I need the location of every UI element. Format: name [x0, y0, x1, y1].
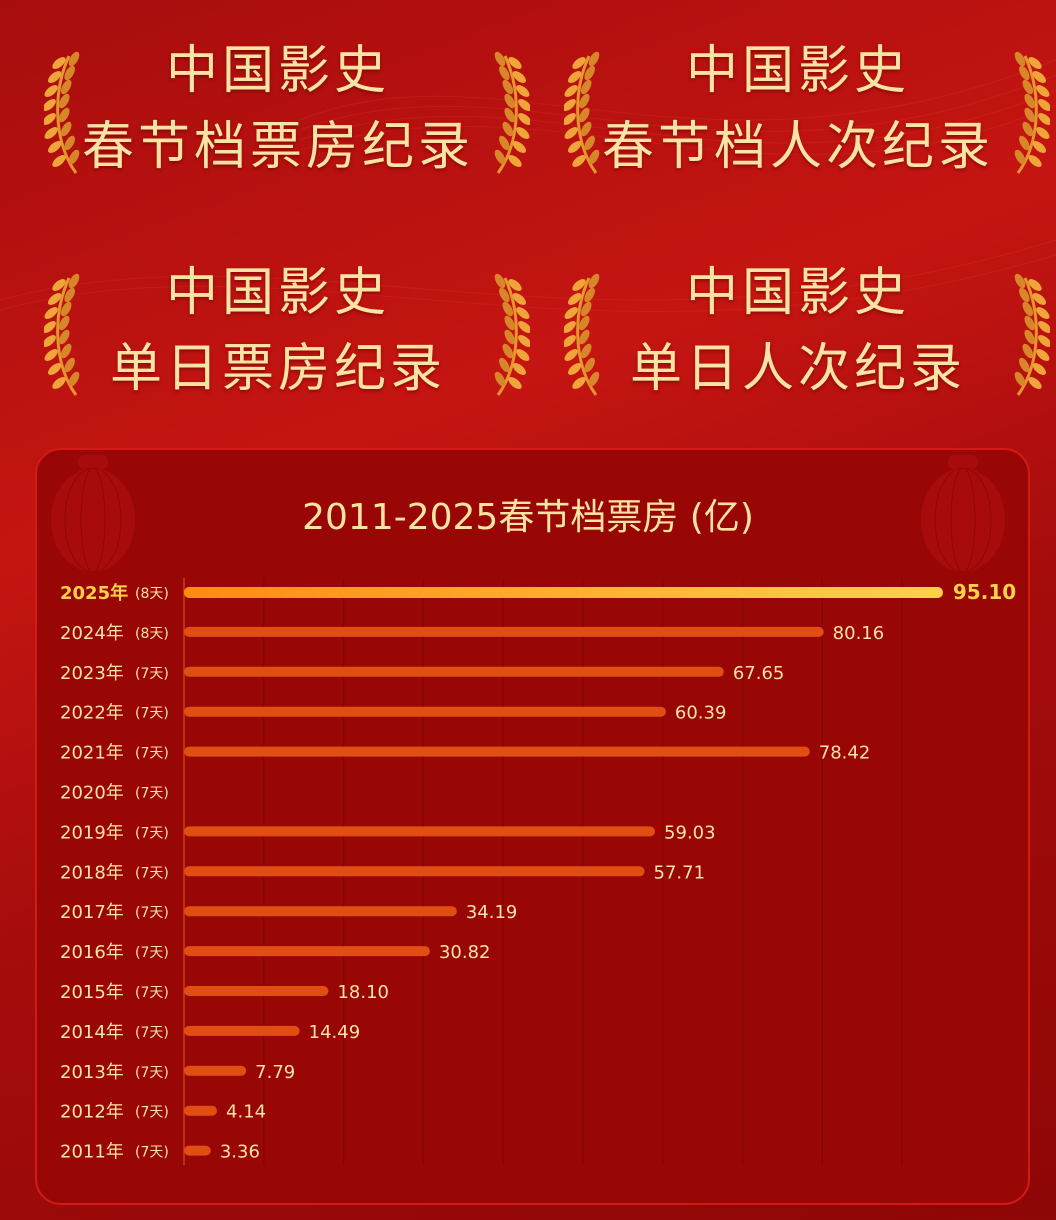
bar [184, 746, 810, 757]
value-label: 60.39 [675, 703, 727, 724]
award-badge: 中国影史春节档票房纪录 [18, 28, 538, 198]
value-label: 4.14 [226, 1102, 266, 1123]
award-line2: 春节档票房纪录 [81, 117, 474, 177]
days-label: (7天) [135, 706, 169, 722]
category-label: 2025年 [60, 582, 128, 604]
bar [184, 1105, 218, 1116]
category-label: 2012年 [60, 1102, 124, 1123]
value-label: 59.03 [664, 822, 716, 843]
award-line2: 单日人次纪录 [629, 339, 966, 399]
chart-title: 2011-2025春节档票房 (亿) [302, 497, 754, 538]
days-label: (7天) [135, 1145, 169, 1161]
category-label: 2020年 [60, 783, 124, 804]
days-label: (7天) [135, 746, 169, 762]
bar [184, 666, 724, 677]
award-badge: 中国影史单日票房纪录 [18, 250, 538, 420]
lantern-icon [921, 455, 1005, 573]
bar [184, 587, 943, 598]
award-line1: 中国影史 [685, 263, 910, 323]
award-badge: 中国影史春节档人次纪录 [538, 28, 1056, 198]
days-label: (7天) [135, 786, 169, 802]
background-waves [0, 59, 1056, 313]
award-line1: 中国影史 [165, 41, 390, 101]
laurel-icon [564, 51, 600, 174]
value-label: 30.82 [439, 942, 491, 963]
award-line2: 单日票房纪录 [109, 339, 446, 399]
category-label: 2017年 [60, 902, 124, 923]
bar [184, 626, 824, 637]
category-label: 2023年 [60, 663, 124, 684]
category-label: 2021年 [60, 743, 124, 764]
category-label: 2016年 [60, 942, 124, 963]
category-label: 2013年 [60, 1062, 124, 1083]
value-label: 57.71 [654, 862, 706, 883]
laurel-icon [1014, 51, 1050, 174]
bar [184, 826, 656, 837]
bar [184, 1065, 247, 1076]
value-label: 67.65 [733, 663, 785, 684]
days-label: (7天) [135, 945, 169, 961]
laurel-icon [44, 51, 80, 174]
value-label: 80.16 [833, 623, 885, 644]
laurel-icon [494, 273, 530, 396]
value-label: 34.19 [466, 902, 518, 923]
bar [184, 986, 329, 996]
days-label: (7天) [135, 1105, 169, 1121]
bar [184, 866, 645, 877]
laurel-icon [494, 51, 530, 174]
days-label: (8天) [135, 586, 169, 602]
value-label: 18.10 [337, 982, 389, 1003]
days-label: (7天) [135, 865, 169, 881]
days-label: (7天) [135, 1065, 169, 1081]
laurel-icon [1014, 273, 1050, 396]
award-badge: 中国影史单日人次纪录 [538, 250, 1056, 420]
laurel-icon [564, 273, 600, 396]
category-label: 2022年 [60, 703, 124, 724]
category-label: 2015年 [60, 982, 124, 1003]
value-label: 7.79 [255, 1062, 295, 1083]
bar-chart: 2025年 (8天) 95.10 2024年 (8天) 80.16 2023年 (7天) 67.… [60, 578, 1016, 1165]
category-label: 2019年 [60, 822, 124, 843]
days-label: (7天) [135, 1025, 169, 1041]
days-label: (8天) [135, 626, 169, 642]
bar [184, 1145, 211, 1156]
category-label: 2011年 [60, 1142, 124, 1163]
bar [184, 906, 457, 917]
days-label: (7天) [135, 666, 169, 682]
value-label: 3.36 [220, 1142, 260, 1163]
lantern-icon [51, 455, 135, 573]
bar [184, 1025, 300, 1036]
value-label: 78.42 [819, 743, 871, 764]
category-label: 2018年 [60, 862, 124, 883]
days-label: (7天) [135, 825, 169, 841]
bar [184, 706, 666, 717]
category-label: 2014年 [60, 1022, 124, 1043]
award-line1: 中国影史 [165, 263, 390, 323]
award-line2: 春节档人次纪录 [601, 117, 994, 177]
value-label: 14.49 [309, 1022, 361, 1043]
category-label: 2024年 [60, 623, 124, 644]
award-line1: 中国影史 [685, 41, 910, 101]
laurel-icon [44, 273, 80, 396]
bar [184, 946, 430, 957]
days-label: (7天) [135, 905, 169, 921]
days-label: (7天) [135, 985, 169, 1001]
value-label: 95.10 [953, 580, 1016, 604]
